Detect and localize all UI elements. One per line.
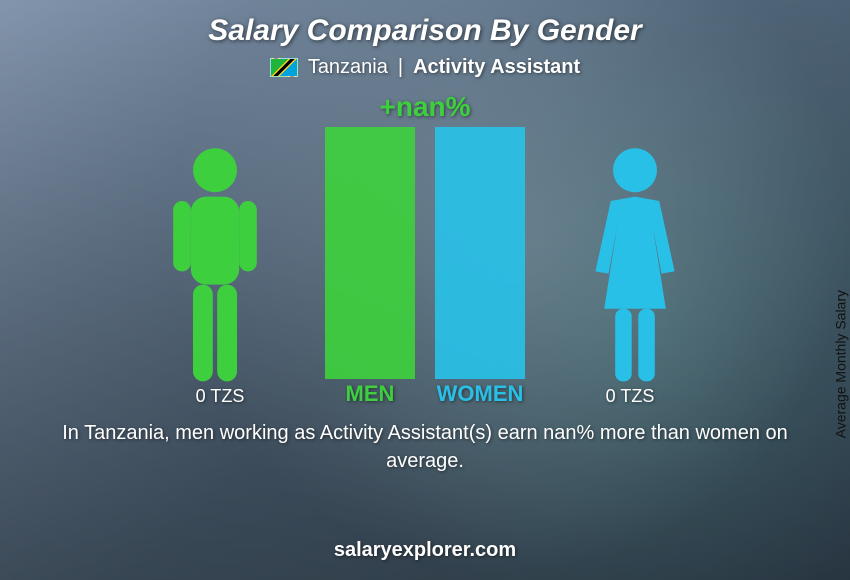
description-text: In Tanzania, men working as Activity Ass… [55, 419, 795, 475]
women-salary-value: 0 TZS [585, 386, 675, 407]
male-figure-icon [160, 146, 270, 388]
page-title: Salary Comparison By Gender [208, 14, 641, 48]
men-salary-value: 0 TZS [175, 386, 265, 407]
chart-area: +nan% 0 TZS MEN WOMEN 0 TZS [125, 91, 725, 411]
footer-source: salaryexplorer.com [0, 539, 850, 562]
men-bar-label: MEN [325, 381, 415, 407]
women-bar-label: WOMEN [425, 381, 535, 407]
men-bar [325, 127, 415, 379]
y-axis-label: Average Monthly Salary [832, 290, 848, 438]
role-label: Activity Assistant [413, 56, 580, 79]
female-figure-icon [580, 146, 690, 388]
tanzania-flag-icon [270, 58, 298, 77]
infographic-container: Salary Comparison By Gender Tanzania | A… [0, 0, 850, 580]
country-label: Tanzania [308, 56, 388, 79]
subtitle-divider: | [398, 56, 403, 79]
percent-difference-label: +nan% [379, 91, 470, 123]
women-bar [435, 127, 525, 379]
subtitle-row: Tanzania | Activity Assistant [270, 56, 580, 79]
